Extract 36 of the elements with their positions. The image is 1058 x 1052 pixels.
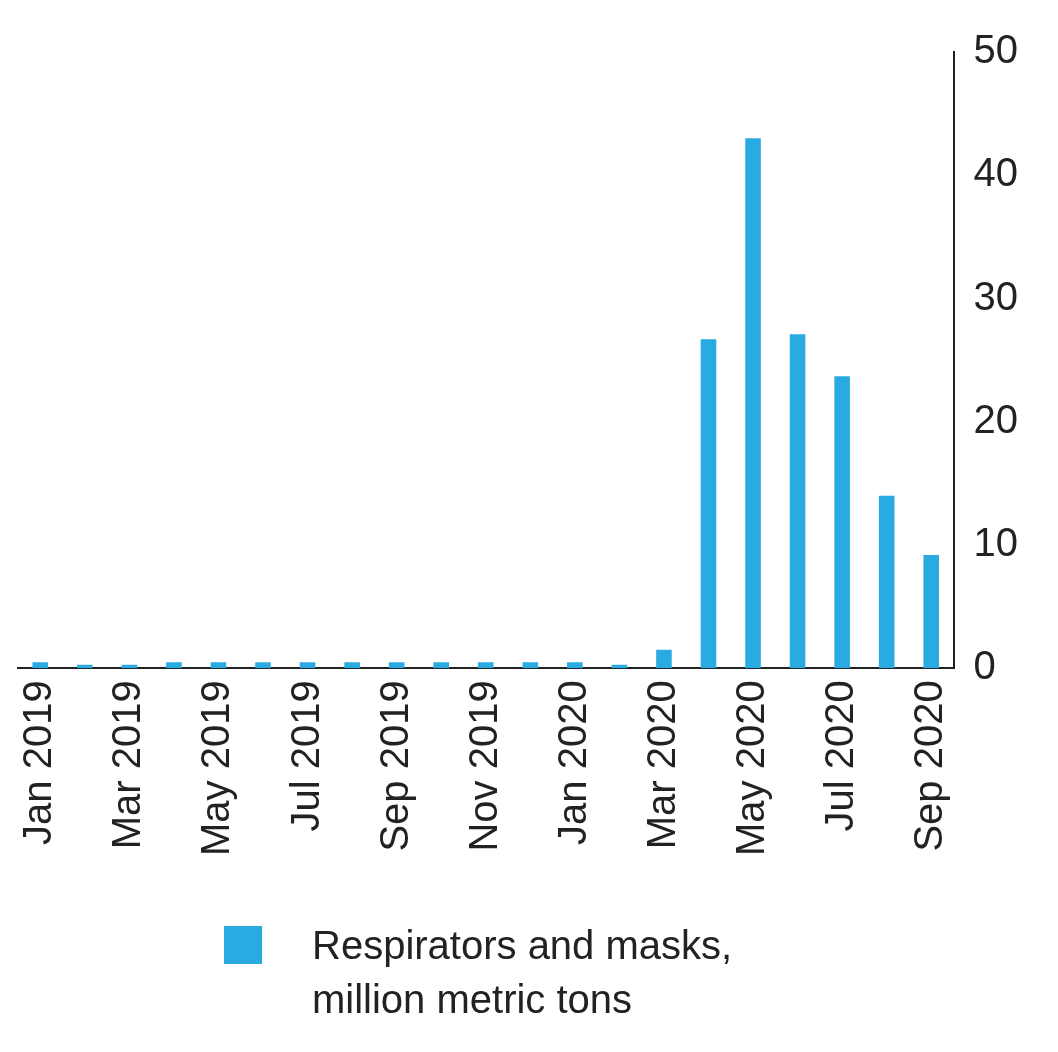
x-tick-label: Mar 2019 bbox=[104, 680, 149, 850]
bar bbox=[789, 334, 806, 669]
x-tick-label: Jan 2019 bbox=[15, 680, 60, 845]
bar bbox=[878, 495, 895, 669]
x-tick-label: Jul 2020 bbox=[817, 680, 862, 832]
x-tick-label: Nov 2019 bbox=[460, 680, 505, 852]
bar bbox=[477, 662, 494, 669]
bar bbox=[255, 662, 271, 669]
bar bbox=[567, 662, 583, 669]
legend-label: Respirators and masks, million metric tons bbox=[312, 922, 734, 1023]
y-tick-label: 50 bbox=[973, 27, 1019, 72]
bar bbox=[522, 662, 539, 669]
bar bbox=[344, 662, 360, 669]
x-tick-label: Mar 2020 bbox=[638, 680, 683, 850]
x-tick-label: Sep 2020 bbox=[906, 680, 951, 852]
x-tick-label: Jan 2020 bbox=[549, 680, 594, 845]
bar bbox=[32, 662, 49, 669]
x-tick-label: Jul 2019 bbox=[282, 680, 327, 832]
y-tick-label: 0 bbox=[973, 643, 996, 688]
bar bbox=[210, 662, 227, 669]
x-tick-label: May 2019 bbox=[193, 680, 238, 857]
bar bbox=[299, 662, 316, 669]
bar bbox=[700, 339, 717, 669]
y-tick-label: 10 bbox=[973, 520, 1019, 565]
bar bbox=[388, 662, 405, 669]
bar bbox=[834, 376, 850, 669]
x-tick-label: May 2020 bbox=[728, 680, 773, 857]
bar bbox=[433, 662, 449, 669]
y-tick-label: 30 bbox=[973, 273, 1019, 318]
bar bbox=[745, 138, 761, 669]
y-tick-label: 40 bbox=[973, 150, 1019, 195]
x-tick-label: Sep 2019 bbox=[371, 680, 416, 852]
y-tick-label: 20 bbox=[973, 396, 1019, 441]
bar bbox=[656, 649, 672, 669]
bar bbox=[923, 554, 940, 669]
bar bbox=[166, 662, 182, 669]
